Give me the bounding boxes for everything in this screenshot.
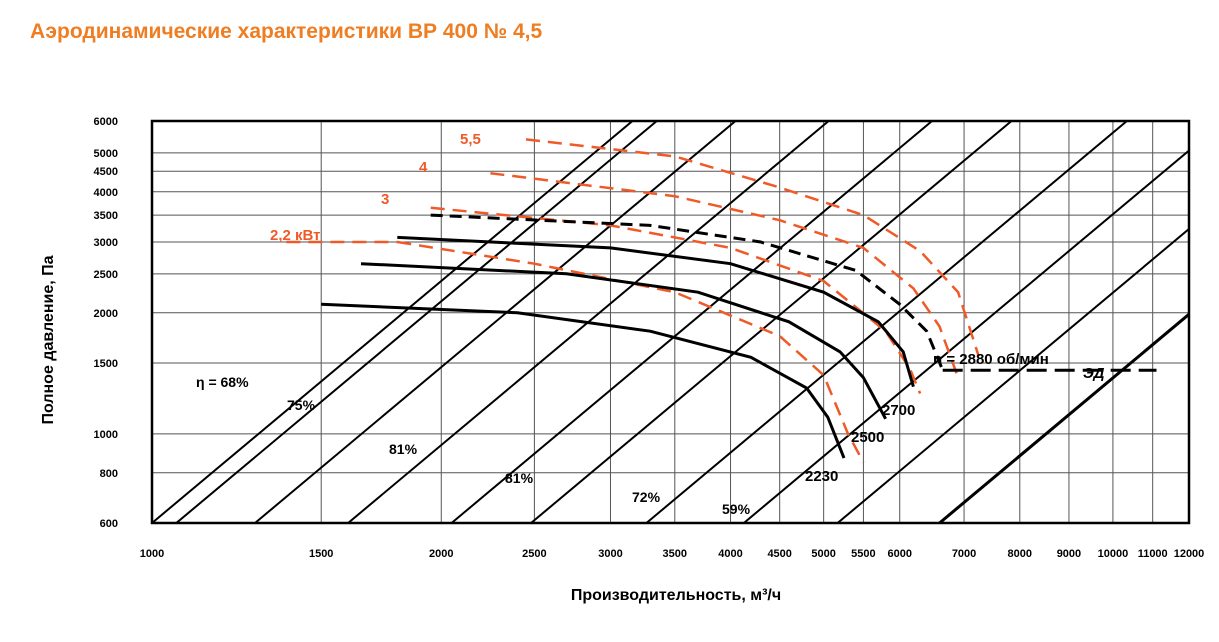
x-tick-label: 4000 <box>718 548 742 560</box>
speed-label: 2230 <box>805 468 838 485</box>
efficiency-line <box>836 227 1189 523</box>
x-tick-label: 3000 <box>598 548 622 560</box>
y-tick-label: 800 <box>100 468 118 480</box>
grid <box>152 121 1189 523</box>
x-tick-label: 9000 <box>1057 548 1081 560</box>
efficiency-line <box>254 121 737 523</box>
plot-frame <box>150 119 1191 525</box>
x-axis-label: Производительность, м³/ч <box>571 587 781 604</box>
power-curve <box>397 240 865 463</box>
speed-curve <box>397 235 915 388</box>
speed-label: 2500 <box>851 429 884 446</box>
x-tick-label: 11000 <box>1138 548 1168 560</box>
power-curve <box>525 138 980 357</box>
x-tick-label: 10000 <box>1098 548 1129 560</box>
y-tick-label: 4000 <box>94 187 118 199</box>
power-label: 4 <box>419 159 428 176</box>
x-tick-label: 8000 <box>1008 548 1032 560</box>
x-tick-label: 4500 <box>767 548 791 560</box>
efficiency-line <box>743 149 1189 523</box>
x-tick-label: 2000 <box>429 548 453 560</box>
efficiency-label: 75% <box>287 397 316 413</box>
x-tick-label: 1000 <box>140 548 164 560</box>
annotation-labels: η = 68% 75% 81% 81% 72% 59% 2,2 кВт 3 4 5,5 2230 25… <box>196 131 1105 517</box>
power-label: 2,2 кВт <box>270 227 321 244</box>
speed-curve <box>321 302 846 459</box>
x-tick-label: 12000 <box>1174 548 1205 560</box>
y-tick-label: 6000 <box>94 116 118 128</box>
power-curve <box>430 206 922 394</box>
y-tick-label: 5000 <box>94 148 118 160</box>
efficiency-label: 81% <box>505 470 534 486</box>
curves <box>286 138 1157 463</box>
tick-labels: 1000 1500 2000 2500 3000 3500 4000 4500 5000 5500… <box>94 116 1205 560</box>
ed-speed-label: n = 2880 об/мин <box>933 351 1049 368</box>
y-tick-label: 600 <box>100 518 118 530</box>
x-tick-label: 5000 <box>811 548 835 560</box>
x-tick-label: 2500 <box>522 548 546 560</box>
x-tick-label: 3500 <box>663 548 687 560</box>
power-curve <box>490 171 960 379</box>
efficiency-label: η = 68% <box>196 374 249 390</box>
y-tick-label: 4500 <box>94 166 118 178</box>
speed-label: 2700 <box>882 402 915 419</box>
efficiency-label: 81% <box>389 441 418 457</box>
y-tick-label: 2500 <box>94 269 118 281</box>
x-tick-label: 7000 <box>952 548 976 560</box>
y-axis-label: Полное давление, Па <box>40 255 57 424</box>
efficiency-line <box>530 121 1013 523</box>
speed-curve <box>360 262 887 420</box>
x-tick-label: 1500 <box>309 548 333 560</box>
power-label: 3 <box>381 191 389 208</box>
power-label: 5,5 <box>460 131 481 148</box>
efficiency-lines <box>152 121 1189 523</box>
chart-title: Аэродинамические характеристики ВР 400 №… <box>30 20 543 43</box>
efficiency-line <box>645 121 1128 523</box>
efficiency-label: 72% <box>632 489 661 505</box>
ed-curve <box>430 213 945 371</box>
efficiency-line <box>175 121 658 523</box>
y-tick-label: 3000 <box>94 237 118 249</box>
efficiency-line <box>938 312 1189 523</box>
y-tick-label: 3500 <box>94 210 118 222</box>
x-tick-label: 5500 <box>851 548 875 560</box>
efficiency-line <box>152 121 634 523</box>
y-tick-label: 1500 <box>94 358 118 370</box>
x-tick-label: 6000 <box>887 548 911 560</box>
y-tick-label: 1000 <box>94 429 118 441</box>
y-tick-label: 2000 <box>94 308 118 320</box>
ed-label: ЭД <box>1083 365 1105 382</box>
efficiency-line <box>450 121 933 523</box>
efficiency-label: 59% <box>722 501 751 517</box>
